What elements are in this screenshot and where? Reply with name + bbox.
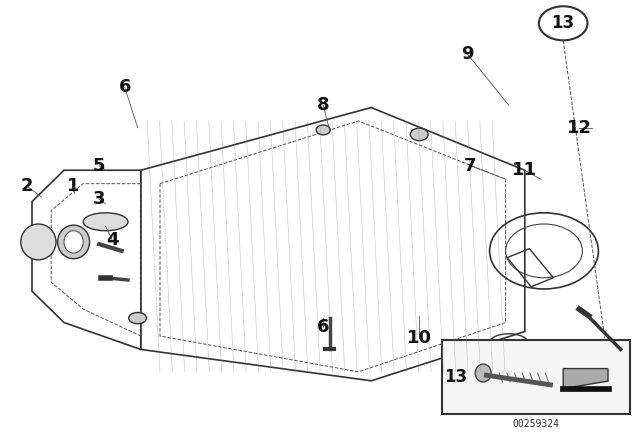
Text: 4: 4 — [106, 231, 118, 249]
Text: 10: 10 — [406, 329, 432, 347]
Ellipse shape — [316, 125, 330, 135]
Polygon shape — [563, 369, 608, 388]
Polygon shape — [560, 386, 611, 391]
Text: 6: 6 — [317, 318, 330, 336]
Text: 2: 2 — [20, 177, 33, 195]
Text: 1: 1 — [67, 177, 80, 195]
Ellipse shape — [475, 364, 492, 382]
Text: 9: 9 — [461, 45, 474, 63]
Ellipse shape — [20, 224, 56, 260]
Text: 11: 11 — [512, 161, 538, 179]
Bar — [442, 340, 630, 414]
Text: 3: 3 — [93, 190, 106, 208]
Text: 8: 8 — [317, 96, 330, 114]
Text: 6: 6 — [118, 78, 131, 96]
Ellipse shape — [58, 225, 90, 259]
Text: 5: 5 — [93, 157, 106, 175]
Text: 13: 13 — [552, 14, 575, 32]
Ellipse shape — [129, 313, 147, 323]
Ellipse shape — [410, 128, 428, 141]
Bar — [507, 249, 554, 287]
Ellipse shape — [83, 213, 128, 231]
Text: 00259324: 00259324 — [513, 419, 559, 429]
Text: 7: 7 — [464, 157, 477, 175]
Text: 12: 12 — [566, 119, 592, 137]
Text: 13: 13 — [444, 368, 467, 387]
Ellipse shape — [64, 231, 83, 253]
